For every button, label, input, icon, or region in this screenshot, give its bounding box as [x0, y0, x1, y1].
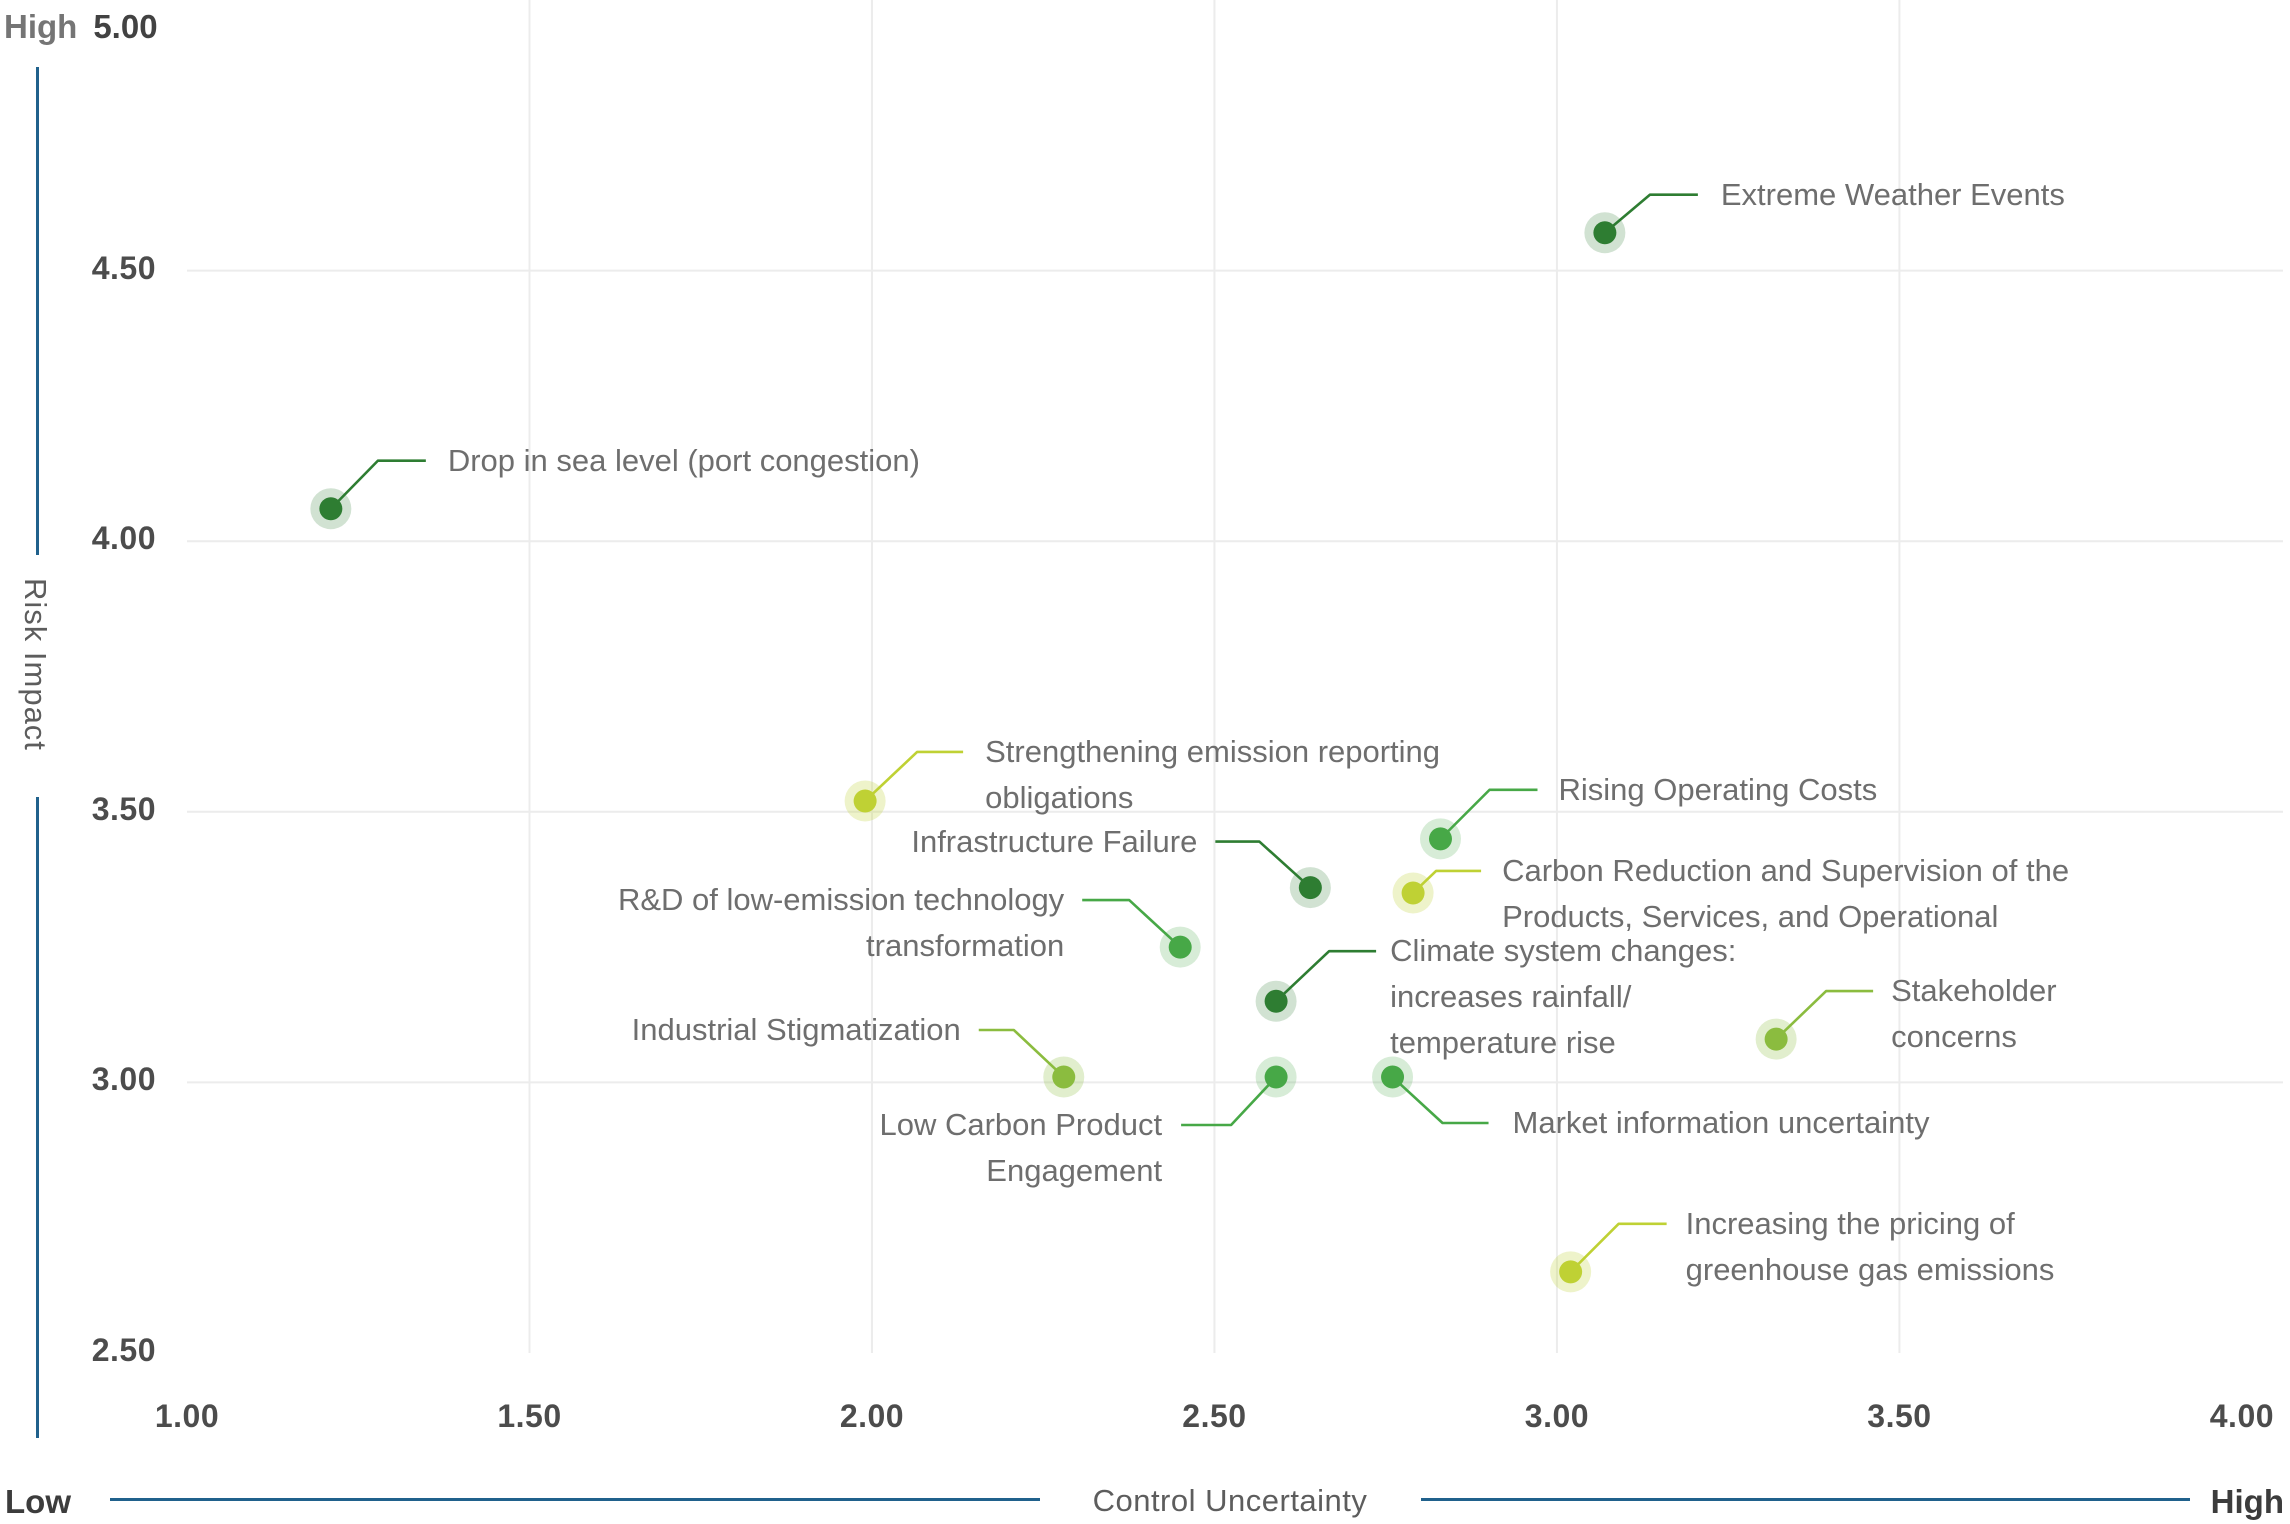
point-label-line: temperature rise — [1390, 1025, 1616, 1061]
leader-line — [1569, 1222, 1667, 1273]
data-point[interactable] — [1381, 1065, 1405, 1089]
x-tick-label: 1.00 — [154, 1398, 220, 1434]
y-axis-line-upper — [36, 67, 39, 555]
data-point[interactable] — [1559, 1260, 1583, 1284]
leader-line — [1082, 898, 1182, 949]
y-axis-top-tick: 5.00 — [93, 8, 158, 45]
point-label-line: concerns — [1891, 1019, 2017, 1055]
point-label: Industrial Stigmatization — [632, 1007, 961, 1053]
leader-line — [329, 459, 426, 510]
data-point[interactable] — [1168, 935, 1192, 959]
y-tick-label: 2.50 — [91, 1332, 156, 1368]
point-label: Infrastructure Failure — [911, 819, 1197, 865]
y-tick-label: 3.50 — [91, 790, 156, 827]
point-label: Market information uncertainty — [1513, 1100, 1930, 1146]
y-axis-high-text: High — [4, 8, 78, 45]
point-label-line: Rising Operating Costs — [1558, 771, 1878, 807]
point-label-line: Drop in sea level (port congestion) — [447, 442, 920, 478]
leader-line — [978, 1028, 1065, 1078]
data-point[interactable] — [1593, 221, 1617, 245]
point-label-line: Increasing the pricing of — [1685, 1205, 2015, 1241]
point-label: Climate system changes: increases rainfal… — [1390, 928, 1736, 1066]
point-label: Stakeholder concerns — [1891, 968, 2056, 1060]
point-label: Drop in sea level (port congestion) — [448, 438, 920, 484]
y-tick-label: 3.00 — [91, 1061, 156, 1098]
point-label-line: Carbon Reduction and Supervision of the — [1502, 852, 2070, 888]
data-point[interactable] — [1298, 876, 1322, 900]
x-axis-line-left — [110, 1498, 1040, 1501]
data-point[interactable] — [1052, 1065, 1076, 1089]
point-label-line: Strengthening emission reporting — [985, 733, 1441, 769]
y-tick-label: 4.50 — [91, 249, 156, 286]
point-label-line: increases rainfall/ — [1390, 979, 1632, 1015]
point-label: Low Carbon Product Engagement — [879, 1102, 1162, 1194]
y-axis-top-label: High 5.00 — [4, 8, 158, 46]
point-label: Carbon Reduction and Supervision of the P… — [1502, 848, 2069, 940]
point-label-line: transformation — [866, 928, 1065, 964]
point-label: Rising Operating Costs — [1558, 767, 1877, 813]
leader-line — [1275, 949, 1377, 1003]
data-point[interactable] — [1264, 989, 1288, 1013]
leader-line — [1391, 1076, 1489, 1125]
x-axis-line-right — [1421, 1498, 2190, 1501]
point-label: R&D of low-emission technology transforma… — [618, 877, 1064, 969]
point-label-line: Industrial Stigmatization — [631, 1011, 961, 1047]
data-point[interactable] — [853, 789, 877, 813]
x-tick-label: 2.50 — [1182, 1398, 1247, 1434]
point-label-line: greenhouse gas emissions — [1685, 1251, 2055, 1287]
data-point[interactable] — [1401, 881, 1425, 905]
point-label: Strengthening emission reporting obligati… — [985, 729, 1440, 821]
x-tick-label: 3.50 — [1867, 1398, 1932, 1434]
x-tick-label: 1.50 — [497, 1398, 562, 1434]
y-tick-label: 4.00 — [91, 520, 156, 557]
point-label-line: Products, Services, and Operational — [1502, 898, 1999, 934]
point-label-line: Market information uncertainty — [1512, 1104, 1930, 1140]
leader-line — [864, 750, 964, 802]
y-axis-line-lower — [36, 797, 39, 1438]
leader-line — [1215, 840, 1312, 889]
x-axis-high-label: High — [2210, 1483, 2284, 1520]
point-label-line: Low Carbon Product — [879, 1106, 1163, 1142]
point-label: Extreme Weather Events — [1721, 172, 2065, 218]
point-label-line: Stakeholder — [1891, 973, 2057, 1009]
point-label-line: Extreme Weather Events — [1720, 176, 2065, 212]
point-label: Increasing the pricing of greenhouse gas … — [1686, 1201, 2055, 1293]
y-axis-title: Risk Impact — [18, 578, 53, 751]
data-point[interactable] — [1428, 827, 1452, 851]
x-tick-label: 3.00 — [1524, 1398, 1590, 1434]
leader-line — [1604, 193, 1698, 234]
leader-line — [1181, 1076, 1278, 1127]
point-label-line: R&D of low-emission technology — [617, 882, 1065, 918]
leader-line — [1775, 989, 1874, 1041]
x-axis-low-label: Low — [5, 1483, 71, 1520]
point-label-line: obligations — [985, 779, 1134, 815]
x-tick-label: 2.00 — [839, 1398, 905, 1434]
data-point[interactable] — [1264, 1065, 1288, 1089]
x-tick-label: 4.00 — [2209, 1398, 2275, 1434]
x-axis-title: Control Uncertainty — [1092, 1483, 1368, 1518]
point-label-line: Climate system changes: — [1390, 933, 1737, 969]
data-point[interactable] — [319, 497, 343, 521]
point-label-line: Infrastructure Failure — [911, 823, 1198, 859]
data-point[interactable] — [1764, 1027, 1788, 1051]
leader-line — [1439, 788, 1538, 840]
point-label-line: Engagement — [986, 1152, 1163, 1188]
